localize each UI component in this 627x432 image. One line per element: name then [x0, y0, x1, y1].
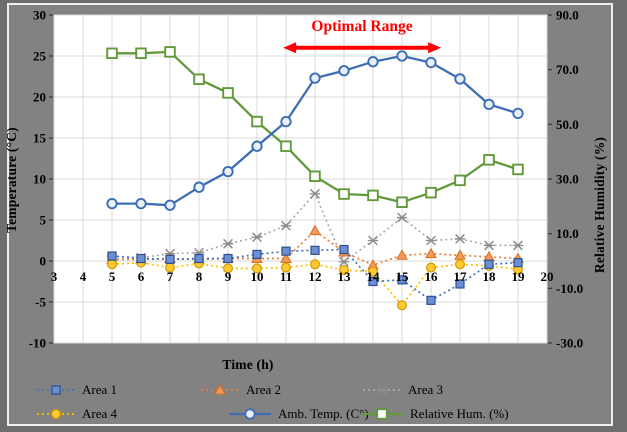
- y-right-axis-title: Relative Humidity (%): [592, 136, 607, 274]
- svg-text:3: 3: [51, 269, 58, 284]
- svg-text:70.0: 70.0: [556, 62, 579, 77]
- legend-item-relative-hum: Relative Hum. (%): [360, 405, 509, 422]
- svg-text:10: 10: [251, 269, 264, 284]
- svg-text:11: 11: [280, 269, 292, 284]
- svg-text:50.0: 50.0: [556, 117, 579, 132]
- series-area-1: [107, 244, 523, 305]
- svg-text:12: 12: [309, 269, 322, 284]
- legend-swatch-relative-hum-icon: [361, 407, 403, 420]
- svg-text:-5: -5: [35, 295, 46, 310]
- svg-text:10.0: 10.0: [556, 226, 579, 241]
- svg-text:19: 19: [512, 269, 526, 284]
- svg-text:16: 16: [425, 269, 439, 284]
- svg-text:-10.0: -10.0: [556, 281, 583, 296]
- svg-text:-30.0: -30.0: [556, 336, 583, 351]
- legend-item-area-2: Area 2: [200, 381, 281, 398]
- legend-swatch-area-1-icon: [37, 384, 75, 395]
- legend-swatch-amb-temp-icon: [229, 407, 271, 420]
- svg-text:0: 0: [40, 254, 47, 269]
- legend-item-area-1: Area 1: [36, 381, 117, 398]
- svg-text:25: 25: [33, 49, 47, 64]
- optimal-range-arrow: [283, 42, 442, 54]
- y-left-axis-title: Temperature (°C): [4, 127, 19, 233]
- svg-text:4: 4: [80, 269, 87, 284]
- svg-text:15: 15: [33, 131, 47, 146]
- svg-text:13: 13: [338, 269, 352, 284]
- svg-text:8: 8: [196, 269, 203, 284]
- series-amb-temp-c: [106, 50, 524, 211]
- legend-swatch-area-2-icon: [201, 383, 239, 394]
- x-axis-title: Time (h): [222, 357, 274, 372]
- legend-item-amb-temp: Amb. Temp. (C°): [228, 405, 369, 422]
- legend-label: Area 4: [82, 405, 118, 421]
- legend-label: Area 3: [408, 381, 444, 397]
- legend-item-area-4: Area 4: [36, 405, 117, 422]
- svg-text:14: 14: [367, 269, 381, 284]
- optimal-range-annotation: Optimal Range: [311, 18, 413, 35]
- svg-text:17: 17: [454, 269, 468, 284]
- svg-text:18: 18: [483, 269, 497, 284]
- svg-text:6: 6: [138, 269, 145, 284]
- svg-text:-10: -10: [29, 336, 46, 351]
- svg-text:30: 30: [33, 8, 46, 23]
- svg-text:9: 9: [225, 269, 232, 284]
- legend-swatch-area-4-icon: [37, 408, 75, 419]
- series-relative-hum: [106, 46, 524, 208]
- legend-label: Relative Hum. (%): [410, 405, 509, 421]
- svg-text:20: 20: [541, 269, 554, 284]
- legend-item-area-3: Area 3: [362, 381, 443, 398]
- svg-text:90.0: 90.0: [556, 8, 579, 23]
- svg-text:10: 10: [33, 172, 46, 187]
- legend-label: Area 1: [82, 381, 118, 397]
- svg-text:7: 7: [167, 269, 174, 284]
- legend-label: Amb. Temp. (C°): [278, 405, 369, 421]
- svg-text:30.0: 30.0: [556, 172, 579, 187]
- svg-text:15: 15: [396, 269, 410, 284]
- svg-text:5: 5: [109, 269, 116, 284]
- svg-text:5: 5: [40, 213, 47, 228]
- svg-text:20: 20: [33, 90, 46, 105]
- legend-label: Area 2: [246, 381, 282, 397]
- legend-swatch-area-3-icon: [363, 384, 401, 395]
- series-area-3: [106, 188, 524, 267]
